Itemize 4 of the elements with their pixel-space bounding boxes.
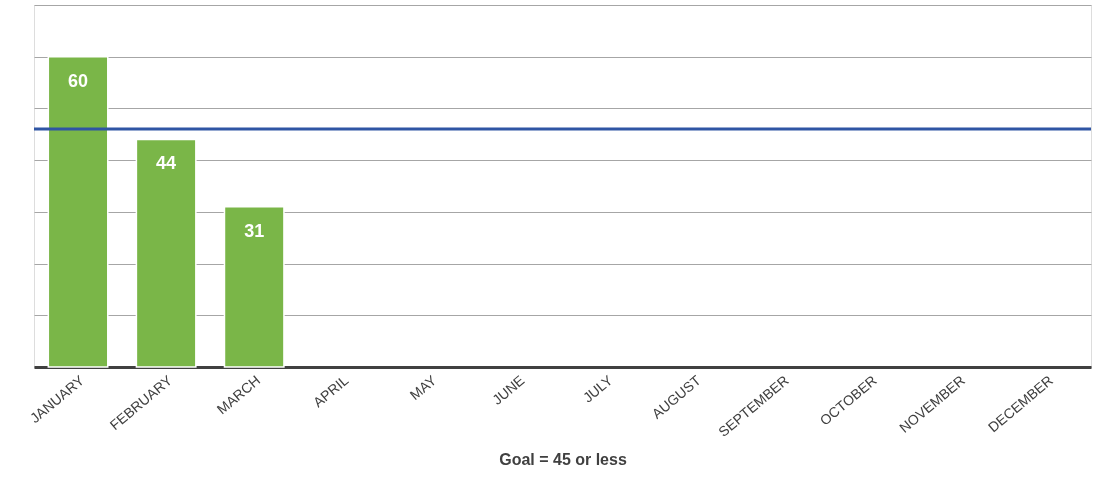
data-label: 31: [244, 220, 265, 241]
data-label: 60: [68, 70, 89, 91]
x-axis-title: Goal = 45 or less: [499, 450, 627, 468]
data-label: 44: [156, 153, 177, 174]
